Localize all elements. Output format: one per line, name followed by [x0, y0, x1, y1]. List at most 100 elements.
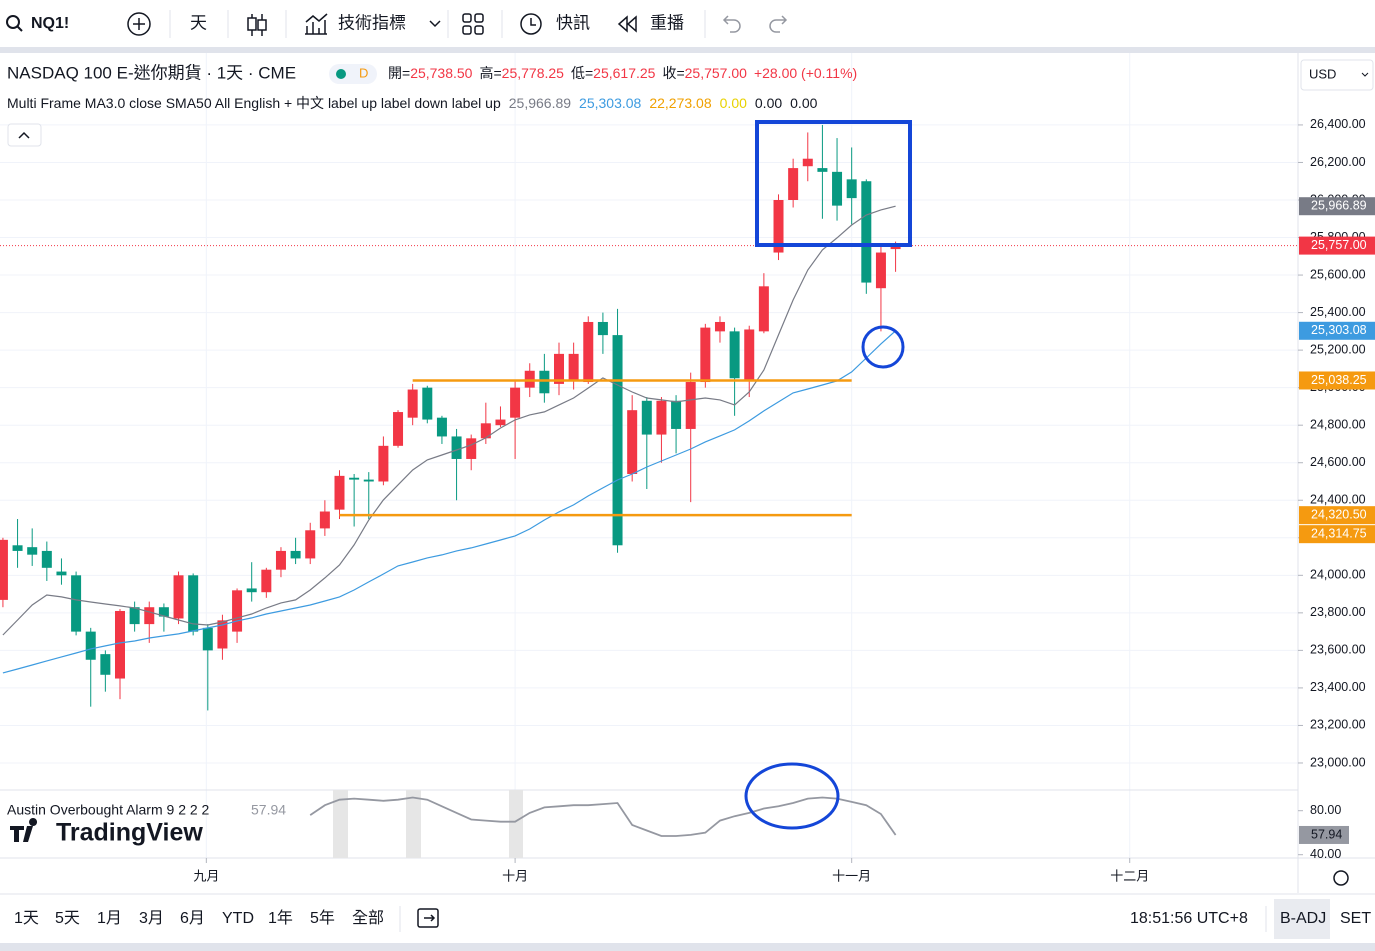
indicator-value: 25,966.89 — [509, 95, 571, 111]
candle-icon — [247, 17, 257, 31]
layout-button[interactable] — [462, 13, 484, 35]
candle-body — [641, 400, 652, 435]
alert-icon — [530, 18, 536, 26]
oscillator-line — [309, 796, 897, 837]
candle-body — [85, 631, 96, 660]
currency: USD — [1309, 66, 1336, 81]
oscillator-title: Austin Overbought Alarm 9 2 2 2 — [7, 802, 210, 818]
candle-body — [846, 179, 857, 199]
range-button[interactable]: 1月 — [97, 910, 122, 927]
candle-body — [393, 412, 404, 446]
adj-button-bg — [1274, 899, 1330, 939]
y-tick-label: 24,000.00 — [1310, 568, 1366, 582]
calendar-icon — [424, 914, 436, 922]
oscillator-value: 57.94 — [251, 802, 286, 818]
x-tick-label: 十二月 — [1110, 868, 1149, 883]
legend-ohlc: 開=25,738.50 高=25,778.25 低=25,617.25 收=25,75… — [388, 65, 857, 81]
y-tick-label: 23,200.00 — [1310, 718, 1366, 732]
y-tick-label: 26,200.00 — [1310, 155, 1366, 169]
layout-icon — [462, 13, 472, 23]
plot: 23,000.00 23,200.00 23,400.00 23,600.00 23,8… — [0, 117, 1375, 883]
dropdown-icon[interactable] — [429, 20, 441, 28]
toolbar-divider — [0, 47, 1375, 53]
candle-body — [349, 477, 360, 480]
indicators-icon — [305, 13, 328, 35]
candle-body — [422, 387, 433, 420]
range-button[interactable]: 6月 — [180, 910, 205, 927]
alert-button[interactable]: 快訊 — [520, 13, 590, 35]
candle-body — [729, 331, 740, 379]
y-tick-label: 80.00 — [1310, 803, 1341, 817]
range-button[interactable]: YTD — [222, 910, 254, 927]
ohlc-key: 收= — [662, 65, 684, 81]
candle-body — [378, 445, 389, 482]
price-badge-label: 24,320.50 — [1311, 507, 1367, 521]
watermark: TradingView — [10, 818, 203, 847]
drawing-ellipse[interactable] — [744, 762, 840, 830]
candle-body — [100, 654, 111, 675]
y-tick-label: 23,800.00 — [1310, 605, 1366, 619]
logo-icon — [10, 818, 38, 842]
currency-select[interactable] — [1300, 59, 1374, 91]
price-badge — [1299, 506, 1375, 525]
indicator-name: Multi Frame MA3.0 close SMA50 All Englis… — [7, 95, 501, 111]
axis-settings[interactable] — [1333, 870, 1349, 886]
price-badge — [1299, 197, 1375, 216]
ohlc-value: 25,757.00 — [685, 65, 747, 81]
candle-body — [597, 321, 608, 336]
indicator-value: 25,303.08 — [579, 95, 641, 111]
candle-body — [714, 321, 725, 332]
candle-body — [144, 607, 155, 625]
price-badge — [1299, 525, 1375, 544]
candle-body — [744, 329, 755, 381]
candle-body — [436, 417, 447, 437]
redo-button[interactable] — [769, 15, 788, 33]
range-button[interactable]: 5天 — [55, 910, 80, 927]
drawing-circle[interactable] — [861, 325, 905, 369]
price-badge-label: 25,038.25 — [1311, 373, 1367, 387]
range-button[interactable]: 全部 — [352, 909, 384, 927]
candle-body — [246, 588, 257, 593]
range-button[interactable]: 3月 — [139, 910, 164, 927]
price-badge-label: 25,757.00 — [1311, 238, 1367, 252]
collapse-button[interactable] — [7, 123, 42, 147]
candle-body — [71, 575, 82, 632]
drawing-rectangle[interactable] — [755, 120, 912, 247]
candle-body — [305, 530, 316, 559]
indicator-value: 0.00 — [755, 95, 782, 111]
candle-body — [451, 436, 462, 459]
legend-title: NASDAQ 100 E-迷你期貨 · 1天 · CME — [7, 63, 296, 82]
interval[interactable]: 天 — [190, 13, 207, 32]
candle-body — [671, 400, 682, 429]
ohlc-key: 高= — [479, 65, 501, 81]
indicators-button[interactable]: 技術指標 — [305, 13, 406, 35]
candle-body — [700, 327, 711, 383]
candle-body — [583, 321, 594, 383]
y-tick-label: 40.00 — [1310, 847, 1341, 861]
layout-icon — [462, 25, 472, 35]
chart-type[interactable] — [247, 14, 267, 36]
candle-body — [114, 610, 125, 679]
range-button[interactable]: 1天 — [14, 910, 39, 927]
replay-button[interactable]: 重播 — [617, 13, 684, 33]
settings-button[interactable]: SET — [1340, 910, 1371, 927]
price-badge — [1299, 371, 1375, 390]
price-badge-label: 25,303.08 — [1311, 323, 1367, 337]
add-symbol[interactable] — [127, 12, 151, 36]
goto-date[interactable] — [417, 908, 439, 928]
range-button[interactable]: 1年 — [268, 909, 293, 927]
symbol-search[interactable]: NQ1! — [6, 15, 69, 32]
y-tick-label: 25,400.00 — [1310, 305, 1366, 319]
x-tick-label: 九月 — [193, 868, 219, 883]
ohlc-key: 開= — [388, 65, 410, 81]
range-button[interactable]: 5年 — [310, 909, 335, 927]
highlight-band — [333, 790, 348, 858]
indicator-legend: Multi Frame MA3.0 close SMA50 All Englis… — [7, 95, 818, 111]
undo-button[interactable] — [722, 15, 741, 33]
candle-body — [817, 168, 828, 172]
candle-body — [334, 475, 345, 510]
adj-button[interactable]: B-ADJ — [1280, 910, 1326, 927]
y-tick-label: 25,200.00 — [1310, 342, 1366, 356]
ohlc-value: 25,738.50 — [410, 65, 472, 81]
symbol: NQ1! — [31, 15, 69, 32]
